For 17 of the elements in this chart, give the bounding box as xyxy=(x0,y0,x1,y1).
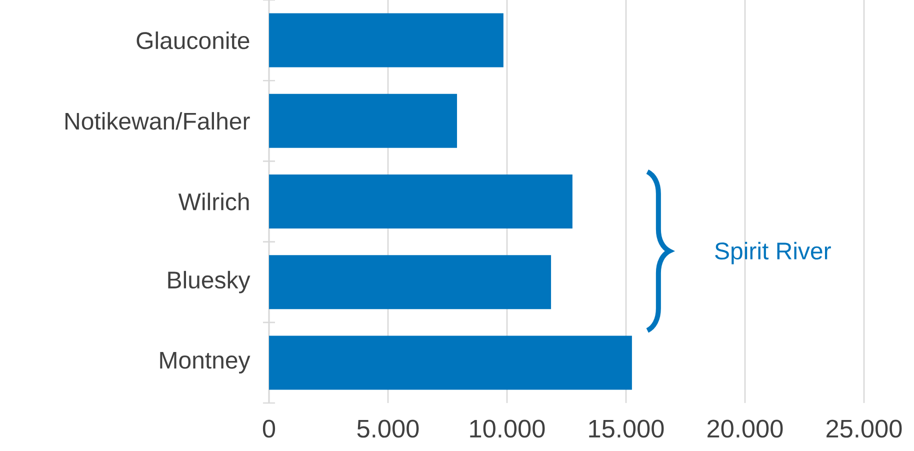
bar xyxy=(269,13,504,68)
y-tick-label: Bluesky xyxy=(168,270,250,294)
x-tick-label: 25.000 xyxy=(826,420,902,438)
x-tick-label: 10.000 xyxy=(470,420,545,438)
annotation: Spirit River xyxy=(715,242,831,264)
bar xyxy=(269,336,632,390)
y-tick-label: Wilrich xyxy=(178,192,249,210)
bar xyxy=(269,174,572,229)
y-tick-label: Montney xyxy=(160,352,250,374)
x-tick-label: 0 xyxy=(262,420,276,438)
bar xyxy=(269,255,552,310)
x-tick-label: 5.000 xyxy=(357,420,419,438)
y-tick-label: Glauconite xyxy=(136,31,250,50)
bar xyxy=(269,94,458,148)
x-tick-label: 15.000 xyxy=(589,420,664,438)
y-tick-label: Notikewan/Falher xyxy=(66,112,250,130)
x-tick-label: 20.000 xyxy=(708,420,783,438)
